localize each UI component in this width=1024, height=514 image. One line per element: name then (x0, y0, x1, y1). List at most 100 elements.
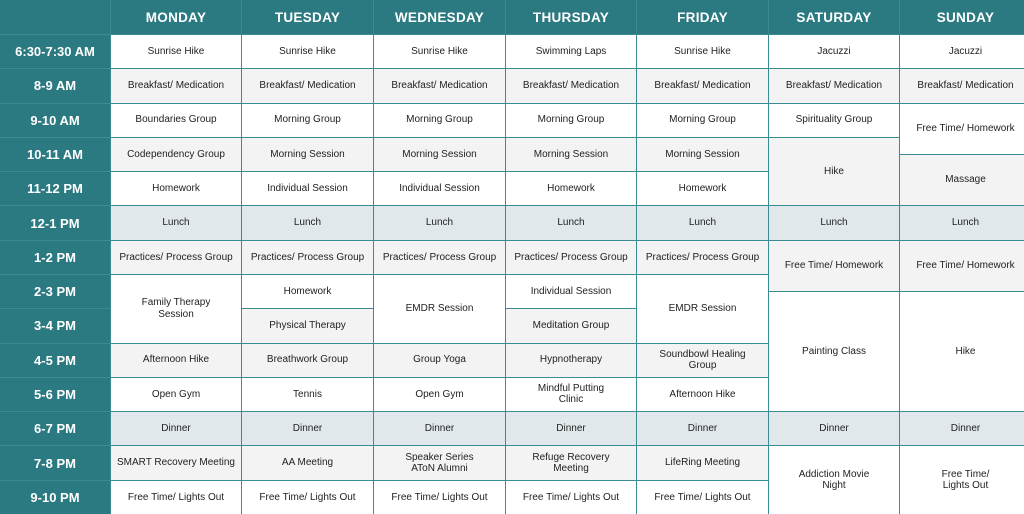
schedule-cell: Codependency Group (111, 137, 241, 172)
time-slot-label: 8-9 AM (0, 69, 110, 103)
time-slot-label: 7-8 PM (0, 446, 110, 480)
schedule-cell: Sunrise Hike (111, 35, 241, 69)
day-header-sunday: SUNDAY (900, 0, 1024, 34)
schedule-cell: Breakfast/ Medication (242, 69, 373, 103)
schedule-cell: EMDR Session (374, 274, 505, 343)
schedule-cell: Lunch (374, 206, 505, 240)
schedule-cell: Boundaries Group (111, 103, 241, 137)
schedule-cell: Homework (242, 274, 373, 309)
schedule-cell: Dinner (506, 412, 636, 446)
schedule-cell: Sunrise Hike (374, 35, 505, 69)
schedule-cell: Group Yoga (374, 343, 505, 377)
schedule-cell: Sunrise Hike (242, 35, 373, 69)
schedule-cell: Lunch (637, 206, 768, 240)
schedule-cell: Painting Class (769, 292, 899, 412)
schedule-cell: Breakfast/ Medication (111, 69, 241, 103)
corner-header (0, 0, 110, 34)
schedule-cell: Meditation Group (506, 309, 636, 343)
schedule-cell: Homework (637, 172, 768, 206)
schedule-cell: Hypnotherapy (506, 343, 636, 377)
time-slot-label: 2-3 PM (0, 274, 110, 309)
schedule-cell: Free Time/ Homework (900, 240, 1024, 292)
schedule-cell: Free Time/ Homework (900, 103, 1024, 154)
schedule-cell: Dinner (111, 412, 241, 446)
schedule-cell: Lunch (506, 206, 636, 240)
schedule-cell: Sunrise Hike (637, 35, 768, 69)
schedule-cell: Lunch (900, 206, 1024, 240)
schedule-cell: Free Time/ Homework (769, 240, 899, 292)
schedule-cell: Free Time/ Lights Out (900, 446, 1024, 514)
time-slot-label: 1-2 PM (0, 240, 110, 274)
schedule-cell: Morning Session (242, 137, 373, 172)
schedule-cell: Individual Session (506, 274, 636, 309)
schedule-cell: Homework (111, 172, 241, 206)
schedule-cell: Spirituality Group (769, 103, 899, 137)
schedule-cell: Practices/ Process Group (637, 240, 768, 274)
schedule-cell: Free Time/ Lights Out (111, 480, 241, 514)
schedule-cell: Morning Group (242, 103, 373, 137)
time-slot-label: 5-6 PM (0, 377, 110, 412)
time-slot-label: 9-10 AM (0, 103, 110, 137)
day-header-thursday: THURSDAY (506, 0, 636, 34)
day-header-monday: MONDAY (111, 0, 241, 34)
schedule-cell: Homework (506, 172, 636, 206)
schedule-cell: Addiction Movie Night (769, 446, 899, 514)
schedule-cell: Dinner (242, 412, 373, 446)
schedule-cell: Free Time/ Lights Out (506, 480, 636, 514)
schedule-cell: Breakfast/ Medication (769, 69, 899, 103)
schedule-cell: Dinner (769, 412, 899, 446)
time-slot-label: 9-10 PM (0, 480, 110, 514)
schedule-cell: Morning Session (506, 137, 636, 172)
schedule-cell: Dinner (374, 412, 505, 446)
schedule-cell: Speaker Series AToN Alumni (374, 446, 505, 480)
day-header-wednesday: WEDNESDAY (374, 0, 505, 34)
schedule-cell: Afternoon Hike (637, 377, 768, 412)
time-slot-label: 12-1 PM (0, 206, 110, 240)
schedule-cell: Afternoon Hike (111, 343, 241, 377)
schedule-cell: Free Time/ Lights Out (374, 480, 505, 514)
schedule-cell: Open Gym (374, 377, 505, 412)
schedule-cell: Morning Session (374, 137, 505, 172)
time-slot-label: 4-5 PM (0, 343, 110, 377)
schedule-cell: Physical Therapy (242, 309, 373, 343)
schedule-cell: Swimming Laps (506, 35, 636, 69)
schedule-cell: AA Meeting (242, 446, 373, 480)
schedule-cell: Tennis (242, 377, 373, 412)
time-slot-label: 6:30-7:30 AM (0, 35, 110, 69)
schedule-cell: Breakfast/ Medication (506, 69, 636, 103)
schedule-cell: Lunch (111, 206, 241, 240)
schedule-cell: Free Time/ Lights Out (242, 480, 373, 514)
schedule-cell: Morning Session (637, 137, 768, 172)
time-slot-label: 11-12 PM (0, 172, 110, 206)
schedule-cell: Breakfast/ Medication (374, 69, 505, 103)
day-header-tuesday: TUESDAY (242, 0, 373, 34)
day-header-saturday: SATURDAY (769, 0, 899, 34)
schedule-cell: Morning Group (374, 103, 505, 137)
schedule-cell: Family Therapy Session (111, 274, 241, 343)
schedule-cell: Soundbowl Healing Group (637, 343, 768, 377)
schedule-cell: Breathwork Group (242, 343, 373, 377)
schedule-cell: Practices/ Process Group (506, 240, 636, 274)
schedule-cell: Individual Session (374, 172, 505, 206)
schedule-cell: Breakfast/ Medication (637, 69, 768, 103)
schedule-cell: Dinner (900, 412, 1024, 446)
schedule-cell: Practices/ Process Group (111, 240, 241, 274)
schedule-cell: Mindful Putting Clinic (506, 377, 636, 412)
schedule-cell: Free Time/ Lights Out (637, 480, 768, 514)
schedule-cell: Lunch (769, 206, 899, 240)
schedule-cell: Morning Group (637, 103, 768, 137)
day-header-friday: FRIDAY (637, 0, 768, 34)
schedule-cell: Refuge Recovery Meeting (506, 446, 636, 480)
schedule-cell: SMART Recovery Meeting (111, 446, 241, 480)
schedule-cell: Massage (900, 154, 1024, 206)
schedule-cell: Practices/ Process Group (242, 240, 373, 274)
schedule-cell: Hike (769, 137, 899, 206)
time-slot-label: 3-4 PM (0, 309, 110, 343)
schedule-cell: LifeRing Meeting (637, 446, 768, 480)
schedule-cell: Jacuzzi (769, 35, 899, 69)
schedule-cell: Morning Group (506, 103, 636, 137)
schedule-cell: Jacuzzi (900, 35, 1024, 69)
schedule-cell: Practices/ Process Group (374, 240, 505, 274)
schedule-cell: Individual Session (242, 172, 373, 206)
